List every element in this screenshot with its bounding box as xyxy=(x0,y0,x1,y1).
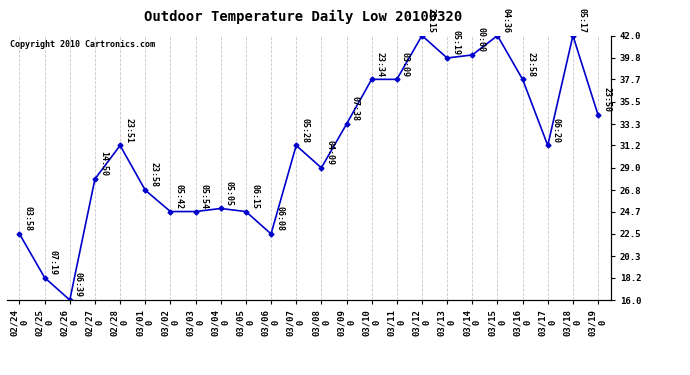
Text: 06:08: 06:08 xyxy=(275,206,284,231)
Text: 05:17: 05:17 xyxy=(577,8,586,33)
Text: 06:15: 06:15 xyxy=(250,184,259,209)
Text: Copyright 2010 Cartronics.com: Copyright 2010 Cartronics.com xyxy=(10,40,155,49)
Text: 06:39: 06:39 xyxy=(74,272,83,297)
Text: 03:58: 03:58 xyxy=(23,206,32,231)
Text: 07:19: 07:19 xyxy=(49,250,58,275)
Text: 05:42: 05:42 xyxy=(175,184,184,209)
Text: 23:50: 23:50 xyxy=(602,87,611,112)
Text: 05:05: 05:05 xyxy=(225,181,234,206)
Text: 14:50: 14:50 xyxy=(99,151,108,176)
Text: 00:00: 00:00 xyxy=(477,27,486,52)
Text: 07:38: 07:38 xyxy=(351,96,359,121)
Text: 05:28: 05:28 xyxy=(300,118,309,142)
Text: 05:19: 05:19 xyxy=(451,30,460,55)
Text: 23:51: 23:51 xyxy=(124,118,133,142)
Text: 23:15: 23:15 xyxy=(426,8,435,33)
Text: 23:34: 23:34 xyxy=(376,52,385,76)
Text: 04:36: 04:36 xyxy=(502,8,511,33)
Text: 05:54: 05:54 xyxy=(199,184,209,209)
Text: Outdoor Temperature Daily Low 20100320: Outdoor Temperature Daily Low 20100320 xyxy=(144,9,463,24)
Text: 04:09: 04:09 xyxy=(326,140,335,165)
Text: 23:58: 23:58 xyxy=(150,162,159,188)
Text: 03:09: 03:09 xyxy=(401,52,410,76)
Text: 23:58: 23:58 xyxy=(526,52,535,76)
Text: 06:20: 06:20 xyxy=(552,118,561,142)
